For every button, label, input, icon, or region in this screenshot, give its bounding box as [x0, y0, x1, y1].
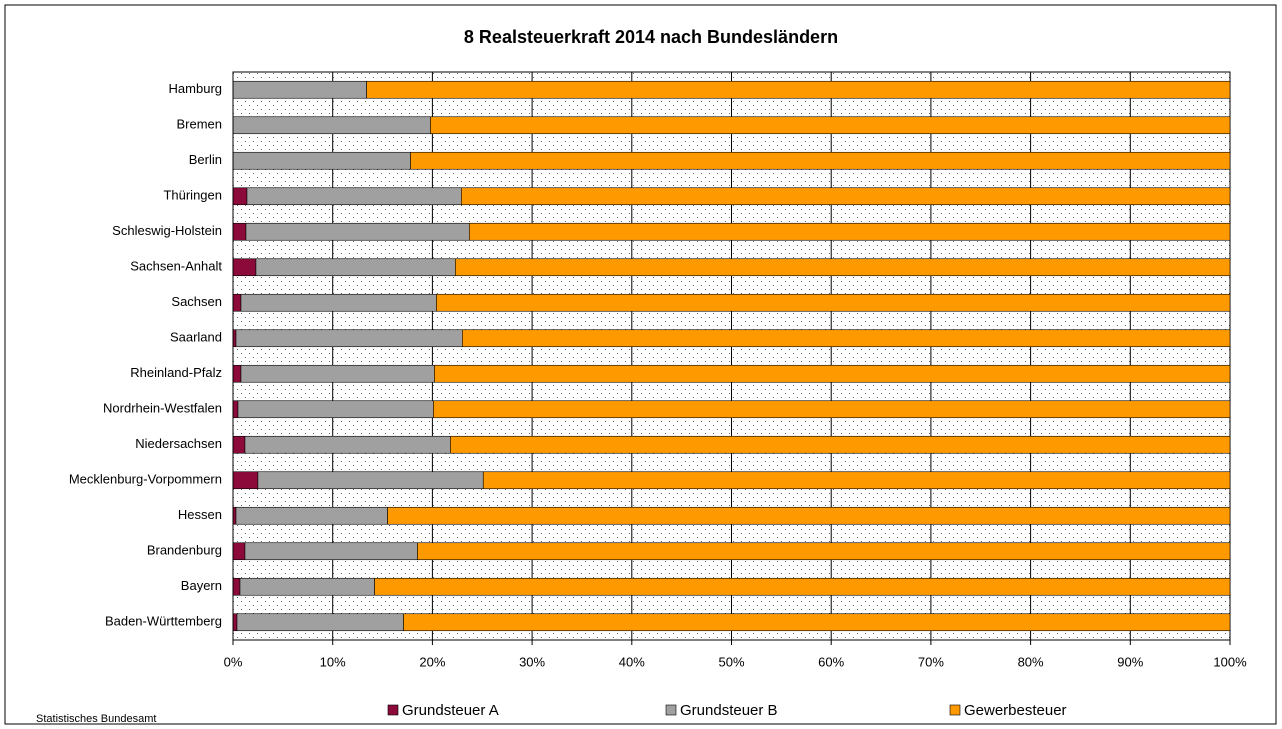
bar-segment [433, 400, 1231, 419]
bar-segment [450, 435, 1231, 454]
x-tick-label: 90% [1117, 654, 1143, 669]
bar-segment [255, 258, 456, 277]
bar-segment [434, 364, 1231, 383]
y-tick-label: Nordrhein-Westfalen [103, 401, 222, 416]
bar-segment [461, 187, 1231, 206]
legend-swatch [665, 704, 677, 716]
bar-segment [232, 542, 246, 561]
x-tick-label: 10% [320, 654, 346, 669]
x-tick-label: 20% [419, 654, 445, 669]
bar-segment [245, 222, 470, 241]
x-tick-label: 70% [918, 654, 944, 669]
bar-segment [232, 258, 257, 277]
legend-label: Grundsteuer B [680, 702, 778, 719]
y-tick-label: Hessen [178, 507, 222, 522]
legend-label: Grundsteuer A [402, 702, 499, 719]
y-tick-label: Bayern [181, 578, 222, 593]
bar-segment [462, 329, 1231, 348]
bar-segment [232, 80, 367, 99]
bar-segment [232, 613, 238, 632]
x-tick-label: 100% [1213, 654, 1247, 669]
bar-segment [436, 293, 1231, 312]
bar-segment [232, 400, 239, 419]
bar-segment [430, 116, 1231, 135]
bar-segment [236, 613, 404, 632]
y-tick-label: Baden-Württemberg [105, 614, 222, 629]
bar-segment [232, 471, 259, 490]
bar-segment [235, 506, 388, 525]
y-tick-label: Mecklenburg-Vorpommern [69, 472, 222, 487]
y-tick-label: Schleswig-Holstein [112, 223, 222, 238]
bar-segment [455, 258, 1231, 277]
chart-title: 8 Realsteuerkraft 2014 nach Bundesländer… [464, 27, 838, 47]
x-tick-label: 0% [224, 654, 243, 669]
y-tick-label: Rheinland-Pfalz [130, 365, 222, 380]
bar-segment [232, 187, 248, 206]
bar-segment [232, 435, 246, 454]
legend-swatch [949, 704, 961, 716]
y-tick-label: Brandenburg [147, 543, 222, 558]
legend-label: Gewerbesteuer [964, 702, 1067, 719]
bar-segment [232, 293, 242, 312]
bar-segment [257, 471, 484, 490]
bar-segment [244, 435, 451, 454]
bar-segment [244, 542, 418, 561]
bar-segment [468, 222, 1231, 241]
x-tick-label: 50% [718, 654, 744, 669]
bar-segment [482, 471, 1231, 490]
y-tick-label: Sachsen-Anhalt [130, 259, 222, 274]
bar-segment [235, 329, 463, 348]
bar-segment [410, 151, 1231, 170]
x-tick-label: 80% [1018, 654, 1044, 669]
bar-segment [232, 364, 242, 383]
y-tick-label: Niedersachsen [135, 436, 222, 451]
y-tick-label: Hamburg [169, 81, 222, 96]
bar-segment [374, 577, 1231, 596]
y-tick-label: Bremen [176, 117, 222, 132]
legend-swatch [387, 704, 399, 716]
bar-segment [240, 293, 437, 312]
y-tick-label: Berlin [189, 152, 222, 167]
x-tick-label: 40% [619, 654, 645, 669]
bar-segment [232, 116, 431, 135]
bar-segment [232, 151, 411, 170]
bar-segment [240, 364, 435, 383]
x-tick-label: 30% [519, 654, 545, 669]
x-tick-label: 60% [818, 654, 844, 669]
y-tick-label: Saarland [170, 330, 222, 345]
bar-segment [232, 222, 247, 241]
bar-segment [237, 400, 434, 419]
y-tick-label: Sachsen [171, 294, 222, 309]
bar-segment [239, 577, 375, 596]
bar-segment [246, 187, 462, 206]
y-tick-label: Thüringen [163, 188, 222, 203]
bar-segment [387, 506, 1231, 525]
bar-segment [417, 542, 1231, 561]
bar-segment [232, 577, 241, 596]
source: Statistisches Bundesamt [36, 713, 156, 725]
bar-segment [366, 80, 1231, 99]
bar-segment [403, 613, 1231, 632]
